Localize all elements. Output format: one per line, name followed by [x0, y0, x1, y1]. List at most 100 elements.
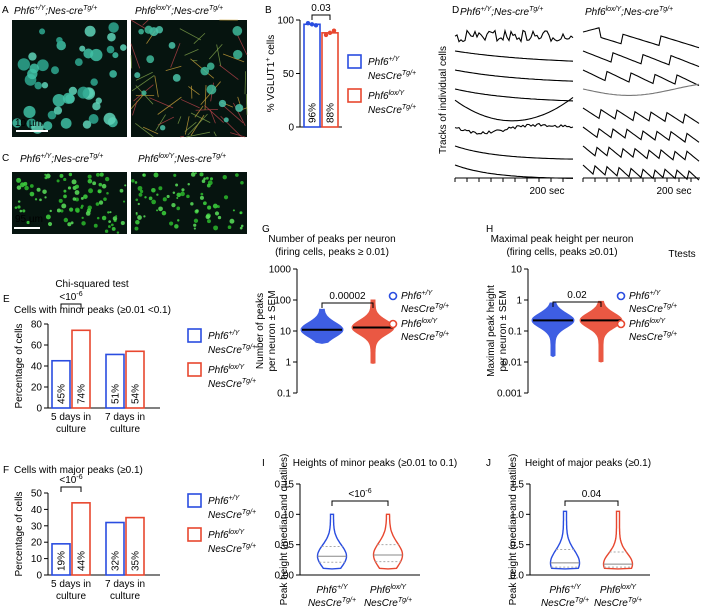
category-label: 7 days in culture — [104, 579, 146, 602]
legend-label: Phf6+/Y NesCreTg/+ — [368, 56, 416, 82]
cell — [180, 191, 185, 197]
cell — [63, 177, 67, 182]
panel-letter: E — [3, 294, 10, 305]
cell — [176, 192, 182, 198]
text-part: NesCre — [401, 304, 435, 315]
legend-label: Phf6+/Y NesCreTg/+ — [208, 495, 256, 521]
micrograph — [131, 20, 247, 137]
cell — [200, 192, 204, 196]
cell — [29, 184, 34, 188]
fiber — [193, 32, 206, 45]
text-part: Phf6 — [370, 585, 391, 596]
text-part: lox/Y — [606, 6, 623, 13]
cell — [51, 66, 59, 75]
value-label: 19% — [57, 551, 68, 571]
fiber — [184, 121, 197, 132]
panel-letter: G — [262, 224, 270, 235]
fiber — [170, 43, 181, 68]
fiber — [188, 86, 200, 95]
cell — [81, 221, 86, 226]
legend-swatch — [187, 328, 202, 343]
cell — [193, 218, 199, 223]
text-part: Tg/+ — [209, 5, 223, 12]
category-label: 5 days in culture — [50, 412, 92, 435]
text-part: +/Y — [41, 153, 53, 160]
cell — [28, 52, 37, 61]
cell — [156, 209, 159, 212]
text-part: Phf6 — [585, 7, 606, 18]
value-label: 35% — [131, 551, 142, 571]
cell — [101, 183, 107, 189]
cell — [47, 221, 53, 227]
y-tick-label: 100 — [277, 16, 294, 27]
significance-bracket — [564, 500, 619, 506]
text-line: (firing cells, peaks ≥ 0.01) — [275, 247, 389, 258]
bar — [71, 329, 91, 409]
legend-swatch — [187, 493, 202, 508]
cell — [107, 211, 110, 214]
y-label: Tracks of individual cells — [438, 46, 449, 154]
text-part: ;Nes-cre — [174, 154, 212, 165]
text-part: +/Y — [35, 5, 47, 12]
cell — [12, 118, 22, 128]
text-part: % VGLUT1 — [266, 61, 277, 112]
fiber — [209, 109, 216, 124]
text-part: Tg/+ — [83, 5, 97, 12]
text-part: NesCre — [594, 598, 628, 608]
value-label: 51% — [111, 384, 122, 404]
text-line: per neuron ± SEM — [498, 290, 509, 371]
cell — [232, 26, 243, 36]
cell — [49, 209, 52, 213]
cell — [63, 194, 67, 199]
fiber — [130, 93, 145, 110]
cell — [52, 93, 66, 107]
text-part: +/Y — [481, 6, 493, 13]
y-tick-label: 0.01 — [503, 358, 523, 369]
fiber — [130, 19, 147, 30]
text-part: Tg/+ — [242, 543, 256, 550]
fiber — [179, 135, 185, 138]
text-part: lox/Y — [391, 584, 408, 591]
text-part: Tg/+ — [212, 153, 226, 160]
micrograph — [131, 172, 247, 234]
y-label: Peak height (median and quatiles) — [508, 454, 519, 606]
text-part: NesCre — [208, 544, 242, 555]
cell — [144, 25, 153, 34]
trace — [582, 83, 700, 96]
panel-letter: F — [3, 465, 9, 476]
cell — [202, 201, 207, 206]
cell — [92, 102, 101, 111]
cell — [77, 86, 90, 99]
fiber — [142, 126, 159, 135]
text-part: +/Y — [389, 56, 401, 63]
cell — [69, 207, 74, 212]
time-label: 200 sec — [656, 186, 691, 197]
fiber — [131, 75, 155, 92]
text-part: Phf6 — [401, 319, 422, 330]
y-tick-label: 10 — [280, 327, 292, 338]
text-part: +/Y — [229, 330, 241, 337]
fiber — [219, 64, 239, 80]
text-part: Tg/+ — [242, 344, 256, 351]
text-part: lox/Y — [229, 529, 246, 536]
cell — [61, 203, 67, 209]
text-part: Phf6 — [138, 154, 159, 165]
fiber — [180, 99, 200, 109]
cell — [23, 105, 36, 119]
cell — [36, 59, 49, 72]
cell — [80, 196, 84, 200]
cell — [43, 121, 53, 131]
cell — [223, 117, 229, 123]
cell — [214, 211, 220, 216]
trace — [582, 126, 700, 143]
cell — [166, 194, 170, 199]
fiber — [230, 132, 246, 138]
fiber — [204, 104, 224, 123]
cell — [137, 215, 142, 220]
cell — [98, 200, 104, 205]
cell — [199, 172, 204, 177]
cell — [93, 223, 98, 228]
cell — [223, 195, 229, 200]
text-part: ;Nes-cre — [621, 7, 659, 18]
